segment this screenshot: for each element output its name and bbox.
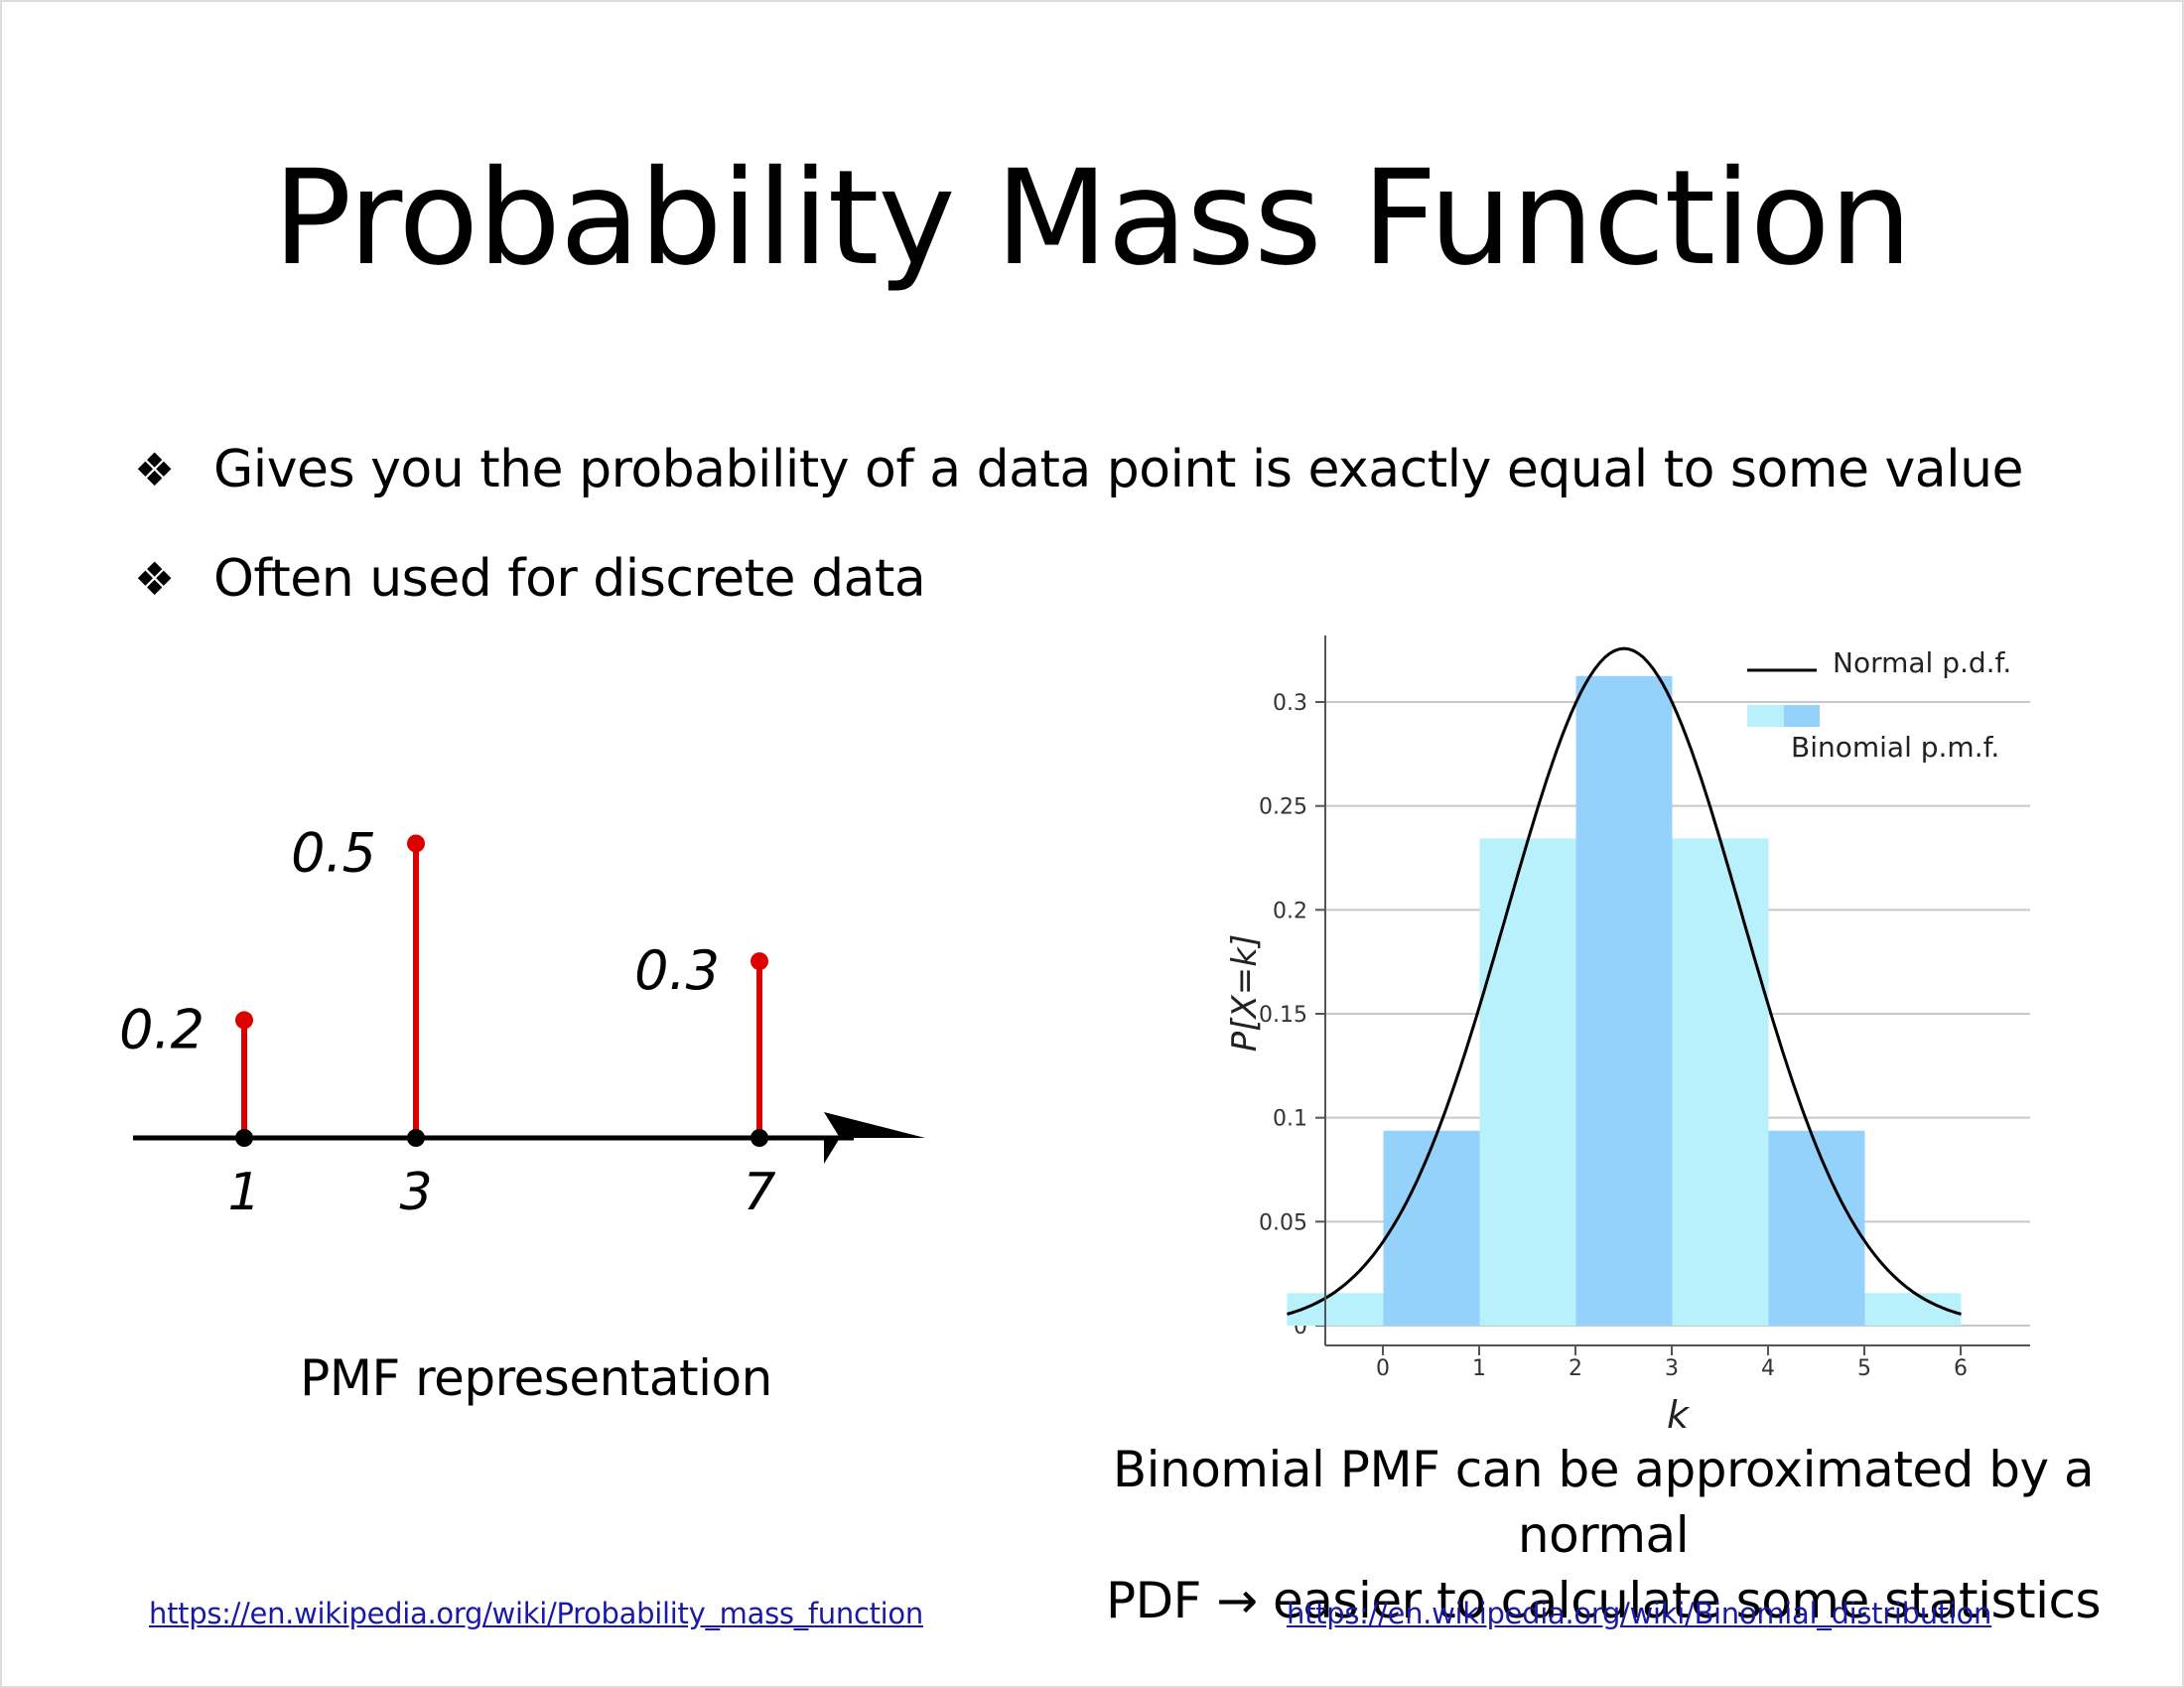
y-axis-label: P[X=k] xyxy=(1225,934,1265,1053)
x-axis-label: k xyxy=(1667,1393,1691,1437)
stem-base-point xyxy=(751,1129,768,1147)
x-tick-label: 7 xyxy=(743,1163,775,1222)
x-tick-label: 1 xyxy=(227,1163,260,1222)
four-diamond-bullet-icon: ❖ xyxy=(134,443,175,496)
pmf-caption: PMF representation xyxy=(300,1349,772,1407)
stem-point xyxy=(407,834,425,853)
legend-bar-swatch xyxy=(1747,705,1784,727)
bullet-text: Gives you the probability of a data poin… xyxy=(213,440,2024,499)
binomial-bar xyxy=(1575,675,1673,1326)
x-tick-label: 1 xyxy=(1472,1356,1486,1381)
four-diamond-bullet-icon: ❖ xyxy=(134,552,175,606)
y-tick-label: 0.2 xyxy=(1273,899,1307,923)
data-label: 0.2 xyxy=(119,998,205,1060)
bullet-item: ❖ Gives you the probability of a data po… xyxy=(134,415,2119,524)
binomial-bar xyxy=(1479,838,1576,1326)
legend-label: Normal p.d.f. xyxy=(1833,646,2011,679)
y-tick-label: 0.05 xyxy=(1259,1210,1307,1235)
stem-base-point xyxy=(407,1129,425,1147)
bullet-item: ❖ Often used for discrete data xyxy=(134,524,2119,633)
binomial-bar xyxy=(1383,1130,1480,1326)
y-tick-label: 0.25 xyxy=(1259,795,1307,820)
stem-base-point xyxy=(235,1129,253,1147)
pmf-wiki-link[interactable]: https://en.wikipedia.org/wiki/Probabilit… xyxy=(149,1597,923,1630)
binomial-bar xyxy=(1672,838,1769,1326)
x-tick-label: 4 xyxy=(1761,1356,1775,1381)
binomial-chart: 00.050.10.150.20.250.30 1 2 3 4 5 6kP[X=k]Norm… xyxy=(1225,635,2030,1437)
data-label: 0.3 xyxy=(634,939,720,1002)
x-tick-label: 3 xyxy=(399,1163,432,1222)
stem-point xyxy=(235,1011,253,1030)
x-tick-label: 5 xyxy=(1857,1356,1871,1381)
x-tick-label: 2 xyxy=(1569,1356,1582,1381)
x-axis-arrow-icon xyxy=(824,1112,925,1164)
normal-pdf-curve xyxy=(1287,646,1962,1316)
stem-point xyxy=(751,952,768,971)
legend-bar-swatch xyxy=(1784,705,1820,727)
x-tick-label: 0 xyxy=(1376,1356,1390,1381)
data-label: 0.5 xyxy=(291,822,376,885)
y-tick-label: 0.3 xyxy=(1273,691,1307,716)
binomial-wiki-link[interactable]: https://en.wikipedia.org/wiki/Binomial_d… xyxy=(1287,1597,1992,1630)
y-tick-label: 0.15 xyxy=(1259,1003,1307,1028)
x-tick-label: 6 xyxy=(1954,1356,1968,1381)
binomial-caption-line: Binomial PMF can be approximated by a no… xyxy=(1112,1441,2095,1564)
binomial-bar xyxy=(1768,1130,1865,1326)
bullet-text: Often used for discrete data xyxy=(213,549,926,609)
binomial-caption: Binomial PMF can be approximated by a no… xyxy=(1042,1437,2164,1633)
binomial-caption-line: PDF → easier to calculate some statistic… xyxy=(1105,1572,2102,1629)
legend-label: Binomial p.m.f. xyxy=(1791,731,1999,764)
slide-title: Probability Mass Function xyxy=(272,142,1912,295)
y-tick-label: 0.1 xyxy=(1273,1107,1307,1132)
pmf-stem-chart: 1 0.2 3 0.5 7 0.3 xyxy=(119,822,925,1222)
x-tick-label: 3 xyxy=(1665,1356,1679,1381)
bullet-list: ❖ Gives you the probability of a data po… xyxy=(134,415,2119,633)
